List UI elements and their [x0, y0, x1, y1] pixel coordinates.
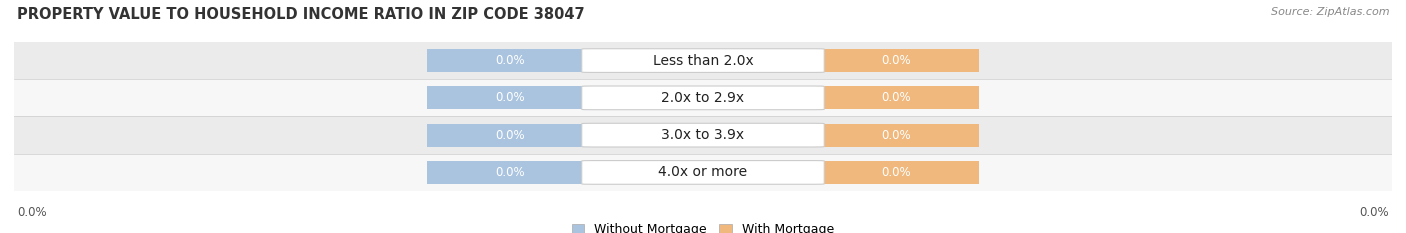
Bar — [14, 42, 1392, 79]
Text: 0.0%: 0.0% — [882, 166, 911, 179]
Bar — [14, 154, 1392, 191]
Bar — [427, 161, 593, 184]
Bar — [813, 123, 979, 147]
Text: 0.0%: 0.0% — [495, 129, 524, 142]
FancyBboxPatch shape — [582, 161, 824, 184]
Text: 0.0%: 0.0% — [495, 91, 524, 104]
Text: 0.0%: 0.0% — [882, 54, 911, 67]
Bar — [427, 123, 593, 147]
Text: 0.0%: 0.0% — [17, 206, 46, 219]
Text: 0.0%: 0.0% — [495, 166, 524, 179]
Bar — [427, 49, 593, 72]
FancyBboxPatch shape — [582, 49, 824, 72]
Bar — [813, 86, 979, 110]
Text: 0.0%: 0.0% — [495, 54, 524, 67]
Bar — [813, 161, 979, 184]
Text: 2.0x to 2.9x: 2.0x to 2.9x — [661, 91, 745, 105]
Bar — [14, 116, 1392, 154]
Bar — [813, 49, 979, 72]
Text: Source: ZipAtlas.com: Source: ZipAtlas.com — [1271, 7, 1389, 17]
Text: 3.0x to 3.9x: 3.0x to 3.9x — [661, 128, 745, 142]
Text: 0.0%: 0.0% — [1360, 206, 1389, 219]
Text: 0.0%: 0.0% — [882, 91, 911, 104]
Bar — [14, 79, 1392, 116]
FancyBboxPatch shape — [582, 86, 824, 110]
Text: 0.0%: 0.0% — [882, 129, 911, 142]
Legend: Without Mortgage, With Mortgage: Without Mortgage, With Mortgage — [567, 219, 839, 233]
FancyBboxPatch shape — [582, 123, 824, 147]
Text: 4.0x or more: 4.0x or more — [658, 165, 748, 179]
Bar — [427, 86, 593, 110]
Text: Less than 2.0x: Less than 2.0x — [652, 54, 754, 68]
Text: PROPERTY VALUE TO HOUSEHOLD INCOME RATIO IN ZIP CODE 38047: PROPERTY VALUE TO HOUSEHOLD INCOME RATIO… — [17, 7, 585, 22]
